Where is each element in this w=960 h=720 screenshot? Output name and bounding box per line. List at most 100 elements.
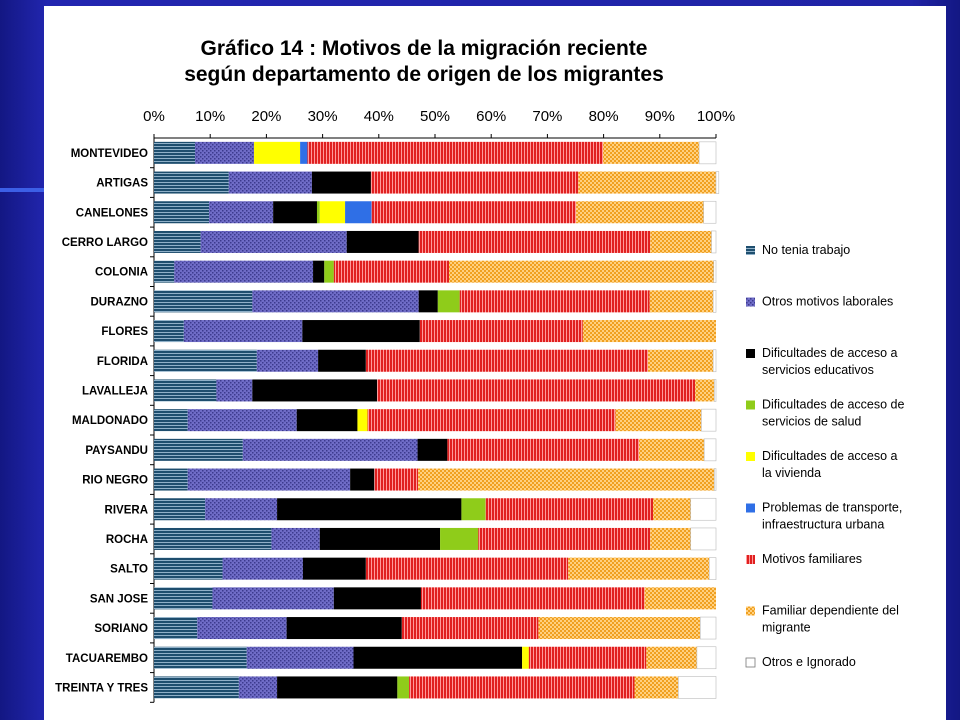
legend-label: Dificultades de acceso a la vivienda <box>762 449 898 480</box>
bar-segment <box>649 290 714 313</box>
x-tick-label: 20% <box>251 108 281 125</box>
bar-segment <box>256 349 319 372</box>
bar-segment <box>246 646 354 669</box>
bar-segment <box>316 201 320 224</box>
bar-segment <box>714 468 717 491</box>
bar-segment <box>653 498 691 521</box>
category-label: MONTEVIDEO <box>71 148 148 160</box>
legend-label: Problemas de transporte, infraestructura … <box>762 501 902 532</box>
legend-label: Otros e Ignorado <box>762 655 856 669</box>
bar-segment <box>154 260 175 283</box>
bar-segment <box>200 230 347 253</box>
bar-segment <box>418 468 715 491</box>
bar-segment <box>420 587 645 610</box>
bar-segment <box>713 260 717 283</box>
chart-title-line-2: según departamento de origen de los migr… <box>184 63 664 86</box>
bar-segment <box>154 141 196 164</box>
bar-segment <box>319 527 441 550</box>
bar-segment <box>353 646 523 669</box>
bar-segment <box>418 230 651 253</box>
bar-segment <box>195 141 255 164</box>
bar-segment <box>650 527 691 550</box>
bar-segment <box>715 171 720 194</box>
category-label: SAN JOSE <box>90 593 148 605</box>
bar-segment <box>271 527 320 550</box>
category-label: DURAZNO <box>91 296 149 308</box>
bar-segment <box>603 141 700 164</box>
bar-segment <box>154 468 188 491</box>
legend: No tenia trabajo Otros motivos laborales D… <box>745 243 904 669</box>
bar-segment <box>228 171 312 194</box>
bar-segment <box>154 617 198 640</box>
bar-segment <box>615 409 702 432</box>
bar-segment <box>417 438 448 461</box>
bar-segment <box>538 617 701 640</box>
x-tick-label: 50% <box>420 108 450 125</box>
bar-segment <box>365 557 569 580</box>
legend-label: Familiar dependiente del migrante <box>762 604 899 635</box>
x-tick-label: 40% <box>364 108 394 125</box>
legend-label: Dificultades de acceso de servicios de sa… <box>762 398 904 429</box>
legend-label: Otros motivos laborales <box>762 295 893 309</box>
bar-segment <box>639 438 705 461</box>
x-tick-label: 90% <box>645 108 675 125</box>
x-axis-tick-labels: 0% 10% 20% 30% 40% 50% 60% 70% 80% 90% 100% <box>143 108 735 138</box>
bar-segment <box>324 260 334 283</box>
x-tick-label: 60% <box>476 108 506 125</box>
bar-segment <box>644 587 716 610</box>
bar-segment <box>485 498 654 521</box>
bar-segment <box>154 379 217 402</box>
bar-segment <box>197 617 287 640</box>
bar-segment <box>699 616 717 640</box>
bar-segment <box>449 260 714 283</box>
category-label: ARTIGAS <box>96 178 148 190</box>
bar-segment <box>371 201 577 224</box>
bar-segment <box>409 676 635 699</box>
legend-swatch <box>746 246 755 255</box>
category-label: CANELONES <box>76 207 149 219</box>
category-label: SALTO <box>110 564 148 576</box>
category-label: CERRO LARGO <box>62 237 148 249</box>
bar-segment <box>522 646 529 669</box>
bar-segment <box>212 587 334 610</box>
bar-segment <box>714 379 717 402</box>
bar-segment <box>582 320 716 343</box>
bar-segment <box>318 349 366 372</box>
bar-segment <box>418 290 438 313</box>
bar-segment <box>183 320 303 343</box>
category-label: MALDONADO <box>72 415 148 427</box>
bar-segment <box>205 498 278 521</box>
bar-segment <box>300 141 308 164</box>
legend-swatch <box>745 657 756 668</box>
bar-segment <box>708 557 717 580</box>
bar-segment <box>252 379 378 402</box>
bar-segment <box>357 409 368 432</box>
slide-accent-line <box>0 188 44 192</box>
bar-segment <box>401 617 539 640</box>
bar-segment <box>478 527 651 550</box>
x-tick-label: 0% <box>143 108 165 125</box>
category-label: FLORIDA <box>97 356 148 368</box>
bar-segment <box>154 201 210 224</box>
category-label: TACUAREMBO <box>66 653 148 665</box>
bar-segment <box>698 141 717 165</box>
bar-segment <box>307 141 604 164</box>
bar-segment <box>154 557 223 580</box>
bar-segment <box>646 646 697 669</box>
bar-segment <box>345 201 372 224</box>
bar-segment <box>367 409 616 432</box>
bar-segment <box>187 468 351 491</box>
legend-label: Dificultades de acceso a servicios educat… <box>762 346 898 377</box>
bar-segment <box>712 349 717 373</box>
legend-label: Motivos familiares <box>762 552 862 566</box>
bar-segment <box>678 676 717 699</box>
category-labels: MONTEVIDEO ARTIGAS CANELONES CERRO LARGO COL… <box>55 148 154 703</box>
bar-segment <box>154 230 201 253</box>
bar-segment <box>690 497 717 521</box>
bar-segment <box>242 438 418 461</box>
bar-segment <box>277 498 462 521</box>
bar-segment <box>568 557 710 580</box>
bar-segment <box>365 349 648 372</box>
bar-segment <box>174 260 314 283</box>
